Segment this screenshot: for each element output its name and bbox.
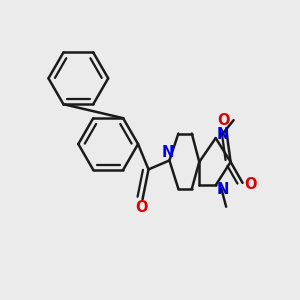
Text: N: N	[217, 182, 229, 197]
Text: O: O	[217, 113, 230, 128]
Text: O: O	[245, 177, 257, 192]
Text: N: N	[217, 127, 229, 142]
Text: O: O	[135, 200, 147, 215]
Text: N: N	[162, 145, 174, 160]
